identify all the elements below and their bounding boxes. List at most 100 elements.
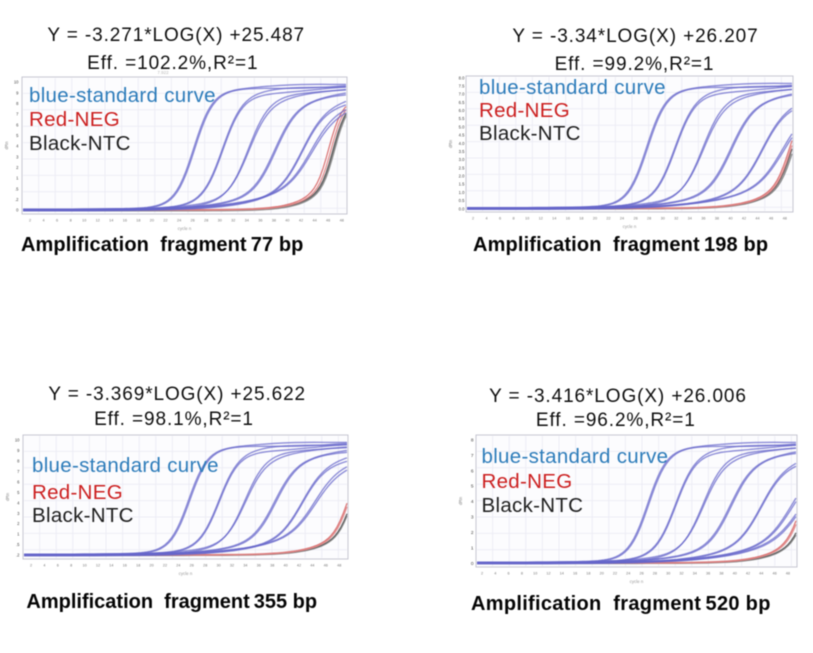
svg-text:16: 16 (123, 219, 127, 223)
svg-text:20: 20 (149, 564, 153, 568)
svg-text:5: 5 (471, 484, 474, 490)
svg-text:3: 3 (471, 515, 474, 521)
svg-text:10: 10 (82, 219, 86, 223)
svg-text:8.0: 8.0 (459, 75, 465, 80)
svg-text:26: 26 (633, 217, 637, 221)
svg-text:2: 2 (16, 165, 19, 170)
svg-text:4: 4 (471, 499, 474, 505)
svg-text:40: 40 (728, 217, 732, 221)
svg-text:30: 30 (661, 217, 665, 221)
svg-text:28: 28 (647, 217, 651, 221)
svg-text:8: 8 (521, 572, 523, 576)
svg-text:24: 24 (626, 572, 630, 576)
svg-text:10: 10 (15, 438, 20, 443)
svg-text:22: 22 (613, 572, 617, 576)
svg-text:14: 14 (109, 564, 113, 568)
svg-text:6: 6 (16, 122, 19, 127)
svg-text:4: 4 (494, 572, 496, 576)
svg-text:10: 10 (525, 217, 529, 221)
svg-text:44: 44 (755, 217, 759, 221)
svg-text:3: 3 (16, 154, 19, 159)
svg-text:3: 3 (17, 511, 20, 516)
svg-text:16: 16 (123, 564, 127, 568)
svg-text:9: 9 (16, 90, 19, 95)
svg-text:4.0: 4.0 (459, 141, 465, 146)
svg-text:40: 40 (285, 219, 289, 223)
svg-text:dRn: dRn (4, 141, 9, 150)
svg-text:24: 24 (176, 564, 180, 568)
svg-text:7.0: 7.0 (459, 92, 465, 97)
svg-text:28: 28 (203, 564, 207, 568)
svg-text:12: 12 (96, 219, 100, 223)
svg-text:8: 8 (513, 217, 515, 221)
svg-text:12: 12 (539, 217, 543, 221)
svg-text:0.5: 0.5 (459, 198, 465, 203)
svg-text:18: 18 (136, 219, 140, 223)
svg-text:48: 48 (337, 564, 341, 568)
svg-text:20: 20 (593, 217, 597, 221)
svg-text:14: 14 (552, 217, 556, 221)
svg-text:1.0: 1.0 (459, 190, 465, 195)
svg-text:24: 24 (177, 219, 181, 223)
svg-text:38: 38 (719, 572, 723, 576)
svg-text:12: 12 (546, 572, 550, 576)
svg-text:48: 48 (786, 572, 790, 576)
svg-text:4: 4 (43, 564, 45, 568)
svg-text:46: 46 (769, 217, 773, 221)
svg-text:2: 2 (17, 521, 20, 526)
svg-text:48: 48 (783, 217, 787, 221)
svg-text:6: 6 (17, 479, 20, 484)
svg-text:16: 16 (573, 572, 577, 576)
svg-text:2: 2 (30, 564, 32, 568)
svg-text:28: 28 (204, 219, 208, 223)
svg-text:.2: .2 (15, 197, 19, 202)
svg-text:.5: .5 (15, 186, 19, 191)
svg-text:2.0: 2.0 (459, 174, 465, 179)
svg-text:20: 20 (150, 219, 154, 223)
svg-text:12: 12 (96, 564, 100, 568)
svg-text:48: 48 (340, 219, 344, 223)
svg-text:44: 44 (310, 564, 314, 568)
svg-text:32: 32 (230, 564, 234, 568)
svg-text:46: 46 (324, 564, 328, 568)
svg-text:0: 0 (471, 561, 474, 567)
svg-text:18: 18 (136, 564, 140, 568)
svg-text:1: 1 (471, 546, 474, 552)
svg-text:14: 14 (560, 572, 564, 576)
svg-text:10: 10 (14, 80, 19, 85)
svg-text:40: 40 (733, 572, 737, 576)
svg-text:0.0: 0.0 (459, 206, 465, 211)
svg-text:2: 2 (481, 572, 483, 576)
svg-text:0: 0 (16, 208, 19, 213)
svg-text:4: 4 (42, 219, 44, 223)
svg-text:6: 6 (508, 572, 510, 576)
svg-text:2: 2 (471, 530, 474, 536)
svg-text:6: 6 (57, 564, 59, 568)
svg-text:8: 8 (471, 437, 474, 443)
svg-text:8: 8 (17, 459, 20, 464)
svg-text:42: 42 (742, 217, 746, 221)
svg-text:10: 10 (82, 564, 86, 568)
svg-text:.5: .5 (16, 542, 20, 547)
svg-text:38: 38 (715, 217, 719, 221)
svg-text:2: 2 (29, 219, 31, 223)
svg-text:6.5: 6.5 (459, 100, 465, 105)
svg-text:46: 46 (326, 219, 330, 223)
svg-text:cycle n: cycle n (178, 226, 192, 231)
svg-text:.2: .2 (16, 553, 20, 558)
svg-text:9: 9 (17, 448, 20, 453)
svg-text:5.5: 5.5 (459, 116, 465, 121)
svg-text:3.0: 3.0 (459, 157, 465, 162)
svg-text:6: 6 (499, 217, 501, 221)
svg-text:8: 8 (16, 101, 19, 106)
svg-text:32: 32 (674, 217, 678, 221)
svg-text:34: 34 (245, 219, 249, 223)
svg-text:1.5: 1.5 (459, 182, 465, 187)
svg-text:6: 6 (471, 468, 474, 474)
svg-text:30: 30 (216, 564, 220, 568)
svg-text:2: 2 (472, 217, 474, 221)
svg-text:16: 16 (566, 217, 570, 221)
svg-text:30: 30 (218, 219, 222, 223)
svg-text:46: 46 (772, 572, 776, 576)
svg-text:7: 7 (17, 469, 20, 474)
